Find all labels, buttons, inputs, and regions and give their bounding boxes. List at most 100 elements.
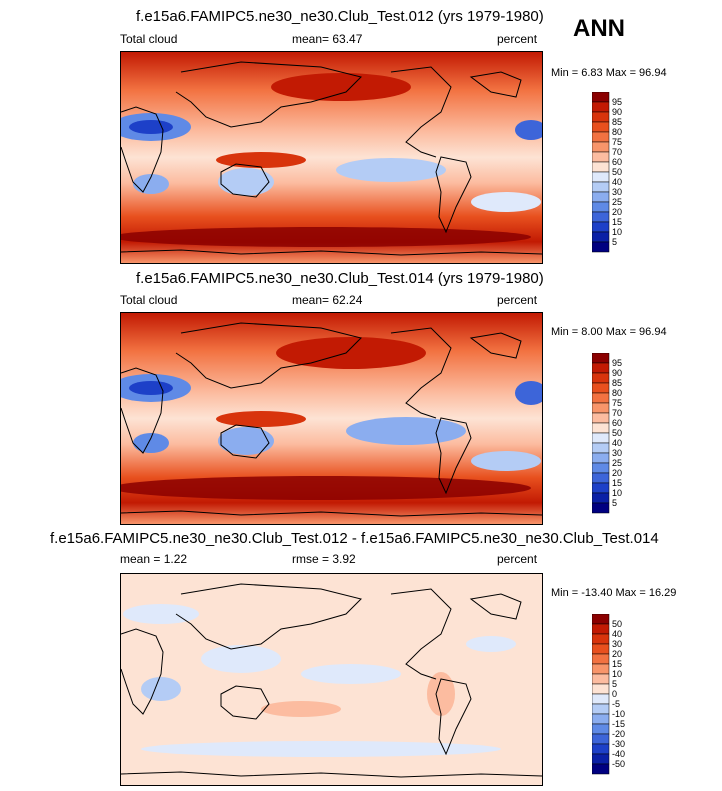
panel-3-blob-5 <box>141 741 501 757</box>
panel-1-blob-satlantic <box>471 192 541 212</box>
panel-3-map <box>120 573 543 786</box>
panel-2-blob-satlantic <box>471 451 541 471</box>
panel-1-blob-npacific <box>271 73 411 101</box>
legend-label: 40 <box>612 438 622 448</box>
legend-label: -10 <box>612 709 625 719</box>
panel-1-mean: mean= 63.47 <box>292 32 363 46</box>
panel-1-map-svg <box>121 52 542 263</box>
legend-label: 75 <box>612 398 622 408</box>
legend-label: 50 <box>612 428 622 438</box>
legend-swatch <box>592 422 610 434</box>
legend-swatch <box>592 171 610 183</box>
legend-swatch <box>592 623 610 635</box>
panel-2-map <box>120 312 543 525</box>
legend-swatch <box>592 101 610 113</box>
legend-label: 90 <box>612 107 622 117</box>
legend-label: 85 <box>612 378 622 388</box>
legend-label: 60 <box>612 418 622 428</box>
legend-swatch <box>592 663 610 675</box>
legend-label: -30 <box>612 739 625 749</box>
legend-swatch <box>592 502 610 514</box>
panel-2-blob-southern-ocean <box>121 476 531 500</box>
legend-swatch <box>592 111 610 123</box>
legend-label: 0 <box>612 689 617 699</box>
legend-swatch <box>592 131 610 143</box>
panel-3-legend: 50 40 30 20 15 10 5 0 -5 -10 -15 -20 -30 -40 -50 <box>592 614 632 778</box>
panel-3-blob-8 <box>466 636 516 652</box>
legend-label: 15 <box>612 659 622 669</box>
legend-label: 25 <box>612 458 622 468</box>
legend-label: 40 <box>612 629 622 639</box>
legend-swatch <box>592 482 610 494</box>
panel-1-coastlines <box>121 61 542 256</box>
panel-2-legend-boxes <box>592 353 610 514</box>
legend-label: 95 <box>612 97 622 107</box>
panel-2-blob-npacific <box>276 337 426 369</box>
panel-3-minmax: Min = -13.40 Max = 16.29 <box>551 587 677 599</box>
legend-swatch <box>592 683 610 695</box>
panel-3-mean: mean = 1.22 <box>120 552 188 566</box>
legend-swatch <box>592 372 610 384</box>
panel-2-map-svg <box>121 313 542 524</box>
legend-swatch <box>592 161 610 173</box>
legend-swatch <box>592 462 610 474</box>
panel-1-blob-australia <box>218 168 274 196</box>
legend-swatch <box>592 92 610 103</box>
panel-3-title: f.e15a6.FAMIPC5.ne30_ne30.Club_Test.012 … <box>50 530 659 547</box>
panel-3-units: percent <box>497 552 538 566</box>
legend-swatch <box>592 382 610 394</box>
legend-label: 50 <box>612 167 622 177</box>
panel-3-map-svg <box>121 574 542 785</box>
legend-label: -50 <box>612 759 625 769</box>
legend-swatch <box>592 703 610 715</box>
season-label: ANN <box>573 15 625 42</box>
panel-3-legend-boxes <box>592 614 610 775</box>
legend-swatch <box>592 353 610 364</box>
legend-label: 20 <box>612 207 622 217</box>
panel-2-blob-maritime <box>216 411 306 427</box>
panel-1-blob-sahara-core <box>129 120 173 134</box>
panel-1-blob-southern-ocean <box>121 227 531 247</box>
legend-swatch <box>592 614 610 625</box>
panel-2-blob-australia <box>218 427 274 455</box>
panel-1-blob-sepacific <box>336 158 446 182</box>
panel-1-left-label: Total cloud <box>120 32 178 46</box>
legend-swatch <box>592 763 610 775</box>
legend-label: 5 <box>612 498 617 508</box>
legend-label: 80 <box>612 388 622 398</box>
legend-swatch <box>592 221 610 233</box>
legend-label: 30 <box>612 187 622 197</box>
legend-swatch <box>592 633 610 645</box>
panel-2-mean: mean= 62.24 <box>292 293 363 307</box>
legend-swatch <box>592 492 610 504</box>
panel-1-legend-boxes <box>592 92 610 253</box>
panel-2-blob-sahara-core <box>129 381 173 395</box>
panel-2-title: f.e15a6.FAMIPC5.ne30_ne30.Club_Test.014 … <box>136 270 544 287</box>
legend-swatch <box>592 211 610 223</box>
legend-label: -20 <box>612 729 625 739</box>
legend-swatch <box>592 743 610 755</box>
panel-2-legend: 95 90 85 80 75 70 60 50 40 30 25 20 15 10 5 <box>592 353 632 517</box>
legend-swatch <box>592 151 610 163</box>
panel-3-blob-2 <box>201 645 281 673</box>
legend-label: -5 <box>612 699 620 709</box>
legend-label: 20 <box>612 649 622 659</box>
legend-swatch <box>592 733 610 745</box>
legend-label: 10 <box>612 488 622 498</box>
panel-2-blob-sepacific <box>346 417 466 445</box>
legend-swatch <box>592 653 610 665</box>
legend-label: 85 <box>612 117 622 127</box>
legend-swatch <box>592 713 610 725</box>
legend-swatch <box>592 392 610 404</box>
legend-label: 25 <box>612 197 622 207</box>
legend-swatch <box>592 181 610 193</box>
legend-label: -40 <box>612 749 625 759</box>
legend-swatch <box>592 693 610 705</box>
legend-swatch <box>592 362 610 374</box>
panel-2-coastlines <box>121 322 542 517</box>
panel-3-blob-6 <box>427 672 455 716</box>
